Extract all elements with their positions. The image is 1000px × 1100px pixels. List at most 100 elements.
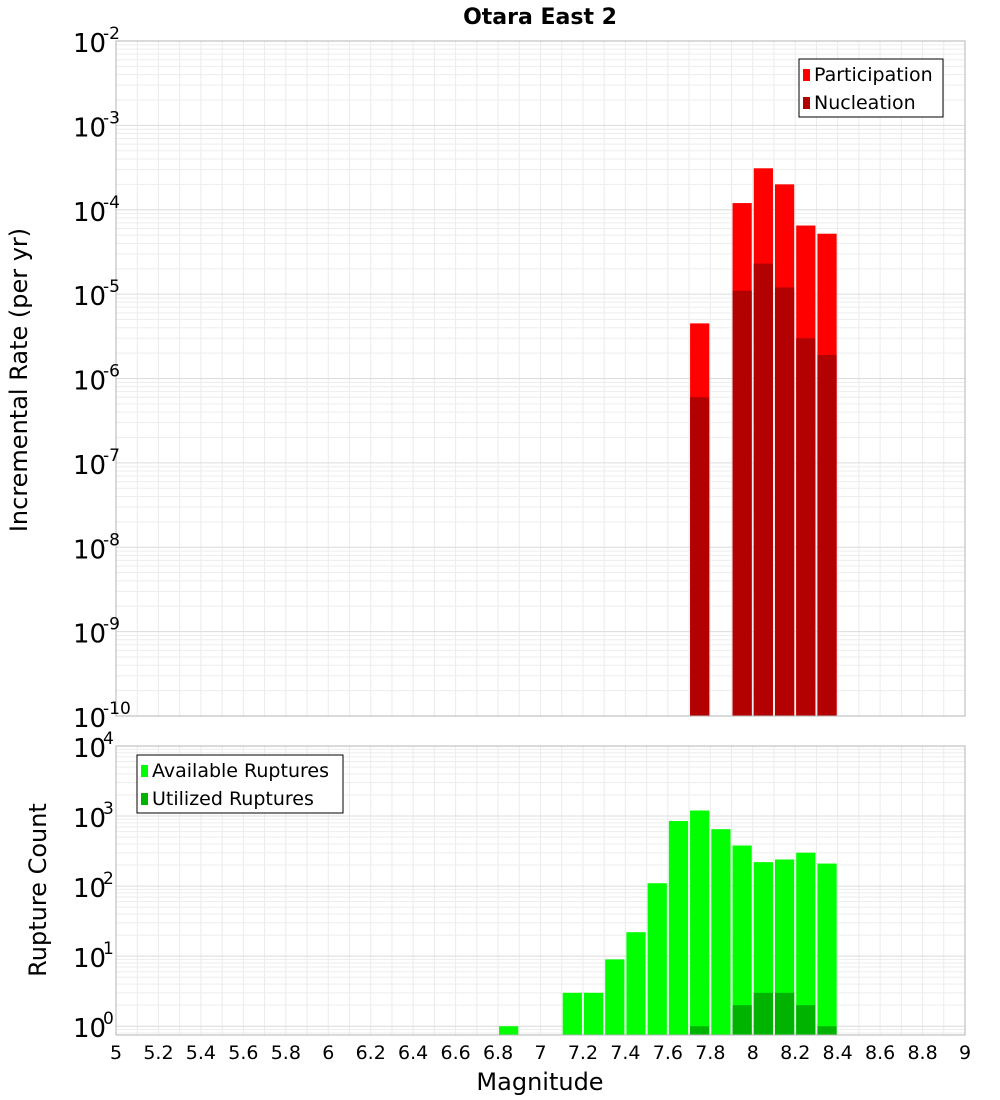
bar-available-ruptures [817,863,837,1035]
y-tick-exponent: -3 [103,108,120,128]
y-tick-base: 10 [73,113,106,143]
x-tick-label: 6.2 [356,1042,386,1064]
x-tick-label: 7 [534,1042,546,1064]
y-tick-base: 10 [73,620,106,650]
bar-utilized-ruptures [690,1026,710,1035]
x-tick-labels: 5 5.2 5.4 5.6 5.8 6 6.2 6.4 6.6 6.8 7 7.2 7.4 7.6 7.8 8… [110,1042,971,1064]
x-tick-label: 8.4 [823,1042,853,1064]
bar-utilized-ruptures [732,1005,752,1035]
y-tick-base: 10 [73,451,106,481]
bar-available-ruptures [774,859,795,1035]
bar-utilized-ruptures [753,992,773,1035]
top-legend: Participation Nucleation [798,58,944,118]
legend-swatch [141,765,148,777]
y-tick-label: 104 [73,729,114,764]
y-tick-exponent: -9 [103,615,120,635]
x-tick-label: 6.8 [483,1042,513,1064]
y-tick-label: 10-9 [73,615,120,650]
y-tick-exponent: -2 [103,24,120,44]
y-tick-base: 10 [73,282,106,312]
y-tick-exponent: 0 [103,1009,114,1029]
x-tick-label: 6 [322,1042,334,1064]
bar-available-ruptures [583,992,604,1035]
y-tick-base: 10 [73,367,106,397]
x-tick-label: 8 [747,1042,759,1064]
bar-nucleation [774,287,795,716]
y-tick-label: 101 [73,939,114,974]
y-tick-exponent: 4 [103,729,114,749]
y-tick-base: 10 [73,704,106,734]
y-tick-base: 10 [73,198,106,228]
x-tick-label: 7.6 [653,1042,683,1064]
bar-nucleation [753,263,773,716]
legend-box [798,58,944,118]
y-tick-label: 102 [73,869,114,904]
y-tick-label: 10-7 [73,446,120,481]
y-tick-exponent: -7 [103,446,120,466]
top-panel: Otara East 2 10-1010-910-810-710-610-510… [5,5,966,734]
bottom-plot-border [115,745,966,1036]
y-tick-exponent: 3 [103,799,114,819]
x-tick-label: 6.4 [398,1042,428,1064]
bar-available-ruptures [562,992,582,1035]
y-tick-exponent: -5 [103,277,120,297]
bar-utilized-ruptures [774,992,795,1035]
bottom-y-axis-label: Rupture Count [24,803,52,977]
y-tick-base: 10 [73,535,106,565]
y-tick-base: 10 [73,804,106,834]
bar-nucleation [732,290,752,716]
bar-available-ruptures [626,932,646,1035]
y-tick-base: 10 [73,874,106,904]
x-tick-label: 5.2 [143,1042,173,1064]
bottom-grid [115,746,966,1035]
legend-box [136,754,344,814]
bar-available-ruptures [753,862,773,1035]
bar-available-ruptures [499,1026,519,1035]
bar-available-ruptures [711,829,731,1035]
bar-available-ruptures [605,959,625,1035]
legend-label: Utilized Ruptures [152,788,314,810]
x-tick-label: 5.4 [186,1042,216,1064]
x-tick-label: 5 [110,1042,122,1064]
y-tick-exponent: -6 [103,362,120,382]
top-grid [115,41,966,717]
legend-swatch [141,793,148,805]
y-tick-label: 10-2 [73,24,120,59]
bar-utilized-ruptures [817,1026,837,1035]
top-bars [690,168,837,717]
legend-label: Available Ruptures [152,760,329,782]
top-y-axis-label: Incremental Rate (per yr) [5,228,33,532]
y-tick-exponent: 2 [103,869,114,889]
x-axis-label: Magnitude [476,1068,603,1096]
x-tick-label: 7.4 [610,1042,640,1064]
bar-nucleation [796,338,816,716]
y-tick-exponent: -10 [103,699,131,719]
legend-swatch [803,97,810,109]
y-tick-base: 10 [73,944,106,974]
bar-available-ruptures [668,821,689,1035]
x-tick-label: 7.8 [695,1042,725,1064]
y-tick-label: 10-8 [73,530,120,565]
y-tick-base: 10 [73,1014,106,1044]
y-tick-exponent: 1 [103,939,114,959]
y-tick-exponent: -8 [103,530,120,550]
x-tick-label: 6.6 [440,1042,470,1064]
y-tick-label: 10-6 [73,362,120,397]
y-tick-label: 10-10 [73,699,131,734]
x-tick-label: 7.2 [568,1042,598,1064]
bar-nucleation [690,397,710,716]
y-tick-label: 100 [73,1009,114,1044]
bar-available-ruptures [732,845,752,1035]
y-tick-label: 10-5 [73,277,120,312]
bar-utilized-ruptures [796,1005,816,1035]
chart-title: Otara East 2 [463,5,617,30]
legend-swatch [803,69,810,81]
top-plot-border [115,40,966,717]
legend-label: Participation [814,64,933,86]
bottom-legend: Available Ruptures Utilized Ruptures [136,754,344,814]
legend-label: Nucleation [814,92,916,114]
